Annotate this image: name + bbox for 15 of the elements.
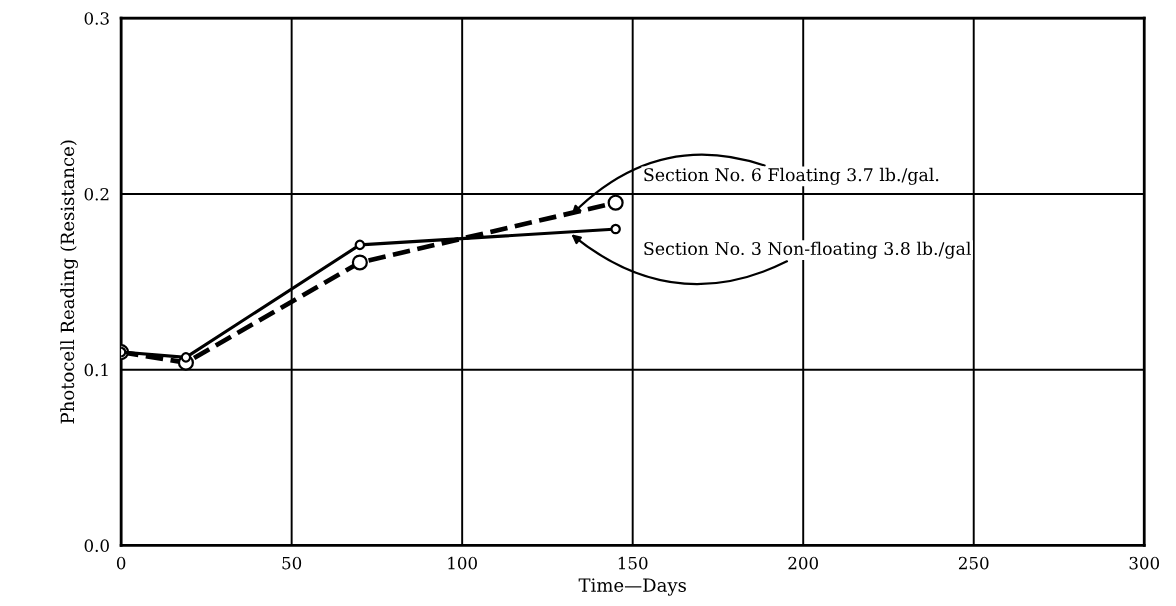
x-tick-label: 100 <box>448 556 477 570</box>
x-tick-label: 50 <box>282 556 302 570</box>
annotation: Section No. 3 Non-floating 3.8 lb./gal <box>644 241 971 259</box>
x-tick-label: 200 <box>788 556 819 570</box>
y-tick-label: 0.3 <box>84 12 109 25</box>
y-tick-label: 0.2 <box>84 187 109 201</box>
y-axis-title: Photocell Reading (Resistance) <box>60 140 78 424</box>
x-axis-title: Time—Days <box>578 578 686 596</box>
x-tick-label: 300 <box>1129 556 1160 570</box>
annotation: Section No. 6 Floating 3.7 lb./gal. <box>644 167 939 185</box>
x-tick-label: 150 <box>618 556 648 570</box>
x-tick-label: 250 <box>958 556 989 570</box>
x-tick-label: 0 <box>116 556 126 570</box>
y-tick-label: 0.1 <box>84 363 108 377</box>
y-tick-label: 0.0 <box>84 539 109 552</box>
